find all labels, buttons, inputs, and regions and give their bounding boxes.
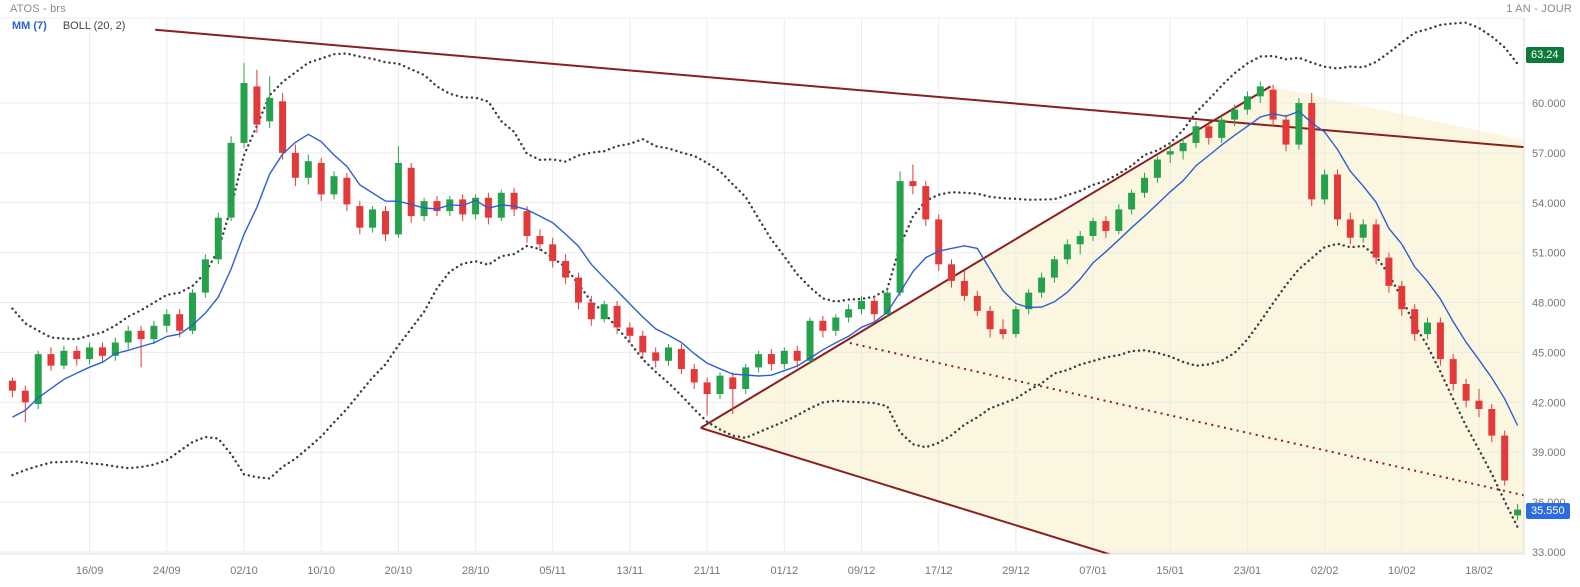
y-axis-label: 45.000 — [1532, 347, 1566, 359]
moving-average-line — [12, 110, 1519, 426]
x-axis-label: 02/10 — [230, 565, 258, 577]
y-axis-label: 60.000 — [1532, 98, 1566, 110]
x-axis-label: 13/11 — [617, 565, 644, 577]
bollinger-upper-band — [11, 21, 1519, 341]
resistance-line-upper — [155, 28, 1524, 149]
channel-lower-line — [700, 426, 1113, 554]
x-axis-label: 23/01 — [1234, 565, 1262, 577]
x-axis-label: 21/11 — [694, 565, 721, 577]
candles — [8, 63, 1522, 521]
timeframe-label: 1 AN - JOUR — [1506, 3, 1572, 15]
legend-boll[interactable]: BOLL (20, 2) — [62, 20, 126, 32]
y-axis-label: 33.000 — [1532, 547, 1566, 559]
bollinger-lower-band — [11, 242, 1519, 529]
x-axis-label: 24/09 — [153, 565, 181, 577]
legend-mm[interactable]: MM (7) — [12, 20, 47, 32]
x-axis-label: 07/01 — [1079, 565, 1107, 577]
last-price-badge: 35.550 — [1526, 503, 1570, 519]
ascending-support-line — [700, 85, 1272, 429]
trend-channel-fill — [700, 86, 1524, 554]
x-axis-label: 10/02 — [1388, 565, 1416, 577]
x-axis-label: 28/10 — [462, 565, 490, 577]
x-axis-label: 18/02 — [1465, 565, 1493, 577]
x-axis-label: 02/02 — [1311, 565, 1339, 577]
x-axis-label: 20/10 — [385, 565, 413, 577]
x-axis-label: 05/11 — [539, 565, 566, 577]
y-axis-label: 39.000 — [1532, 447, 1566, 459]
x-axis-label: 15/01 — [1156, 565, 1184, 577]
x-axis-label: 10/10 — [307, 565, 335, 577]
x-axis-label: 16/09 — [76, 565, 104, 577]
plot-area — [0, 18, 1524, 554]
y-axis-label: 42.000 — [1532, 397, 1566, 409]
channel-mid-dotted-line — [849, 342, 1524, 497]
y-axis-label: 57.000 — [1532, 148, 1566, 160]
x-axis-label: 29/12 — [1002, 565, 1030, 577]
symbol-label: ATOS - brs — [10, 3, 66, 15]
x-axis-label: 01/12 — [771, 565, 799, 577]
upper-band-badge: 63.24 — [1526, 47, 1564, 63]
y-axis-label: 51.000 — [1532, 248, 1566, 260]
indicator-legend: MM (7) BOLL (20, 2) — [12, 20, 125, 32]
x-axis-label: 09/12 — [848, 565, 876, 577]
x-axis-label: 17/12 — [925, 565, 953, 577]
y-axis-label: 54.000 — [1532, 198, 1566, 210]
y-axis-label: 48.000 — [1532, 298, 1566, 310]
